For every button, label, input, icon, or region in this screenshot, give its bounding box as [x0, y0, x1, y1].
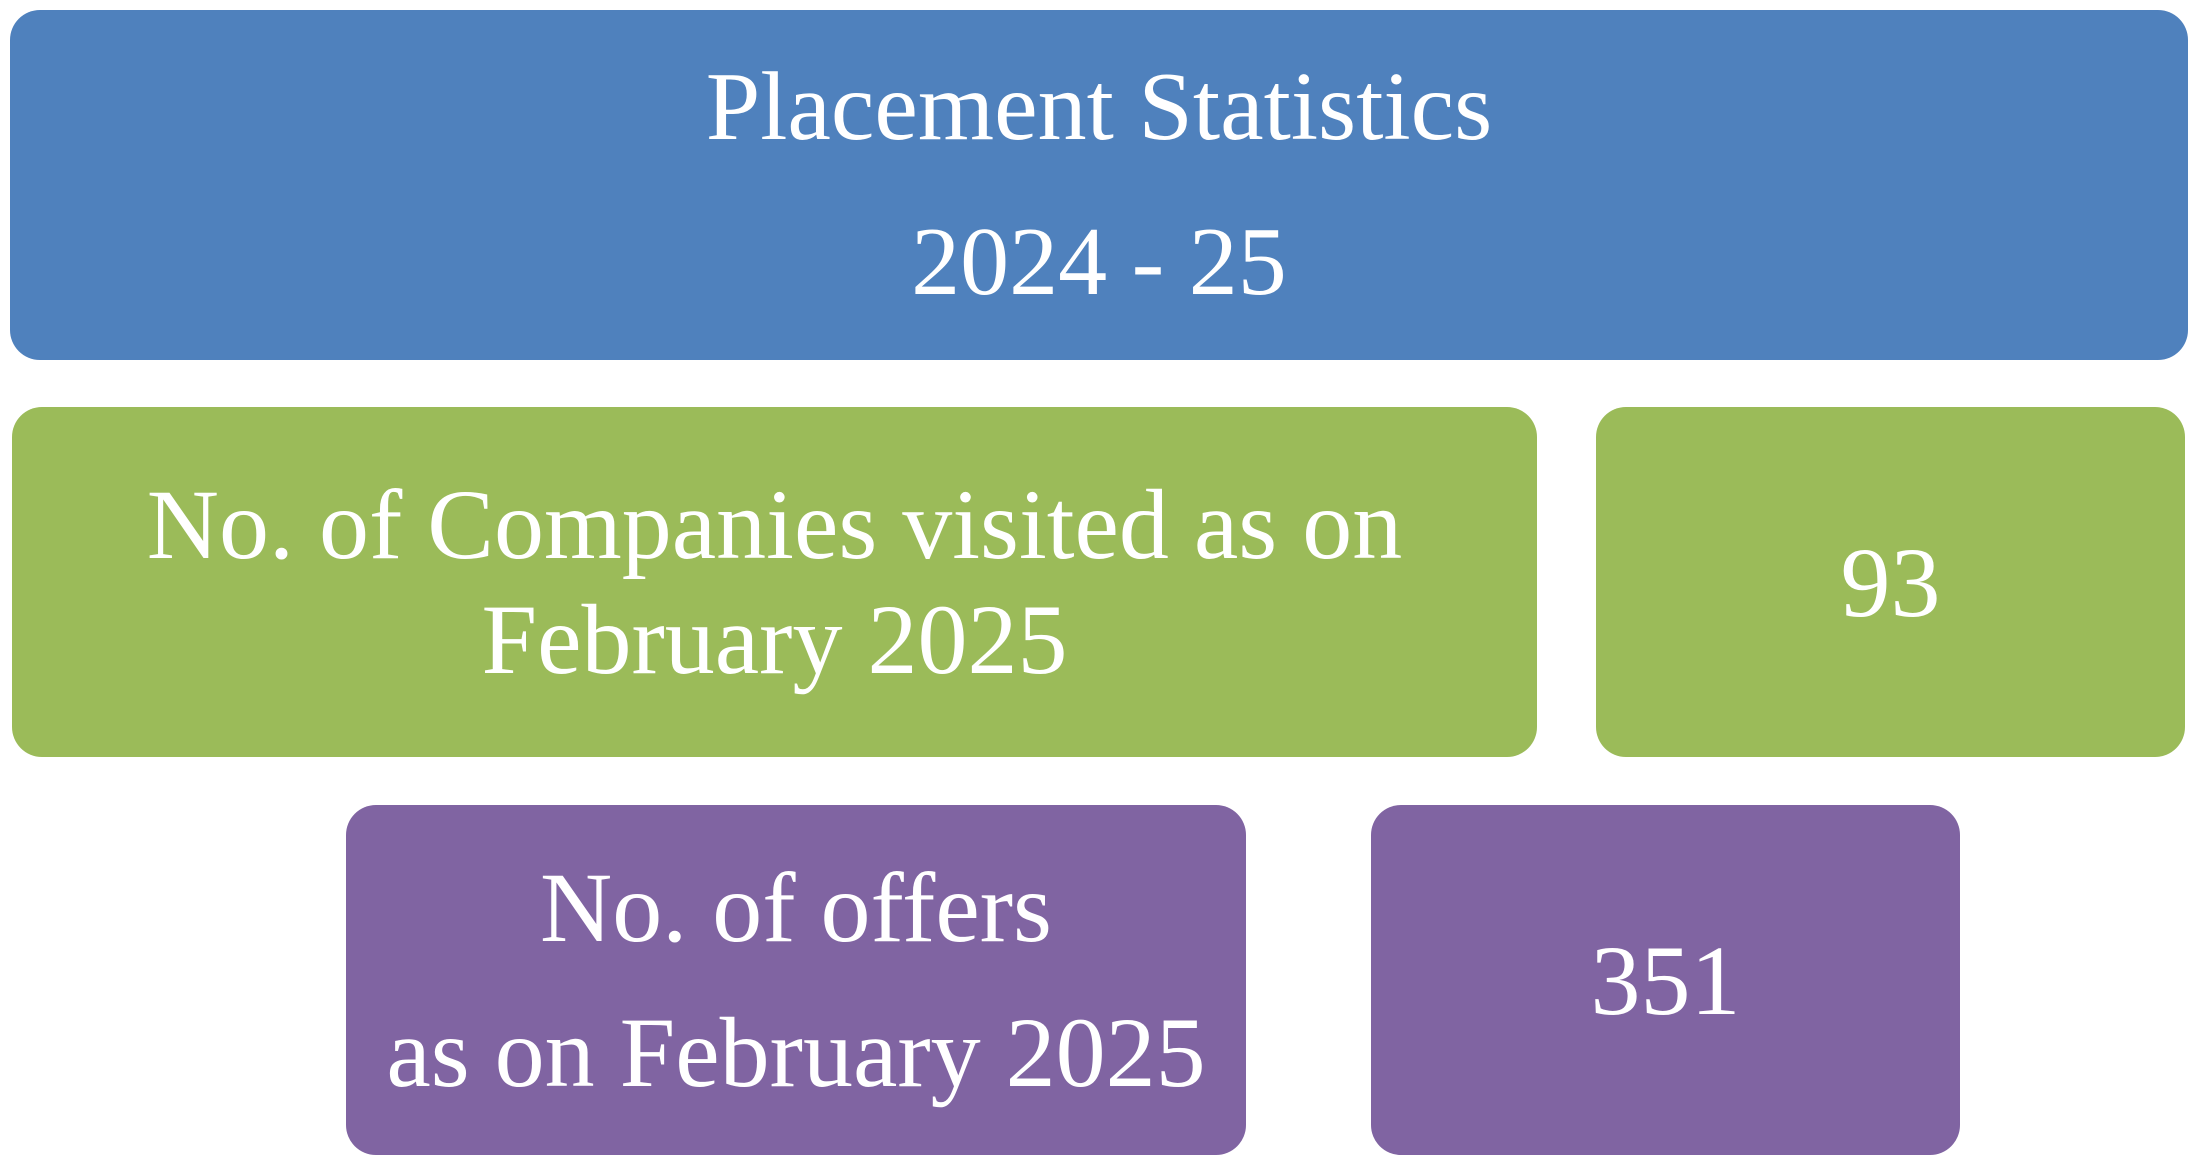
page-title: Placement Statistics — [705, 53, 1493, 161]
companies-label-box: No. of Companies visited as on February … — [12, 407, 1537, 757]
companies-label-line2: February 2025 — [481, 584, 1068, 695]
companies-count: 93 — [1840, 526, 1941, 638]
companies-label-line1: No. of Companies visited as on — [146, 469, 1403, 580]
offers-label-line1: No. of offers — [540, 852, 1052, 963]
offers-count: 351 — [1590, 924, 1741, 1036]
header-panel: Placement Statistics 2024 - 25 — [10, 10, 2188, 360]
offers-label-line2: as on February 2025 — [386, 997, 1206, 1108]
companies-value-box: 93 — [1596, 407, 2185, 757]
offers-value-box: 351 — [1371, 805, 1960, 1155]
academic-year: 2024 - 25 — [911, 208, 1287, 316]
offers-label-box: No. of offers as on February 2025 — [346, 805, 1246, 1155]
